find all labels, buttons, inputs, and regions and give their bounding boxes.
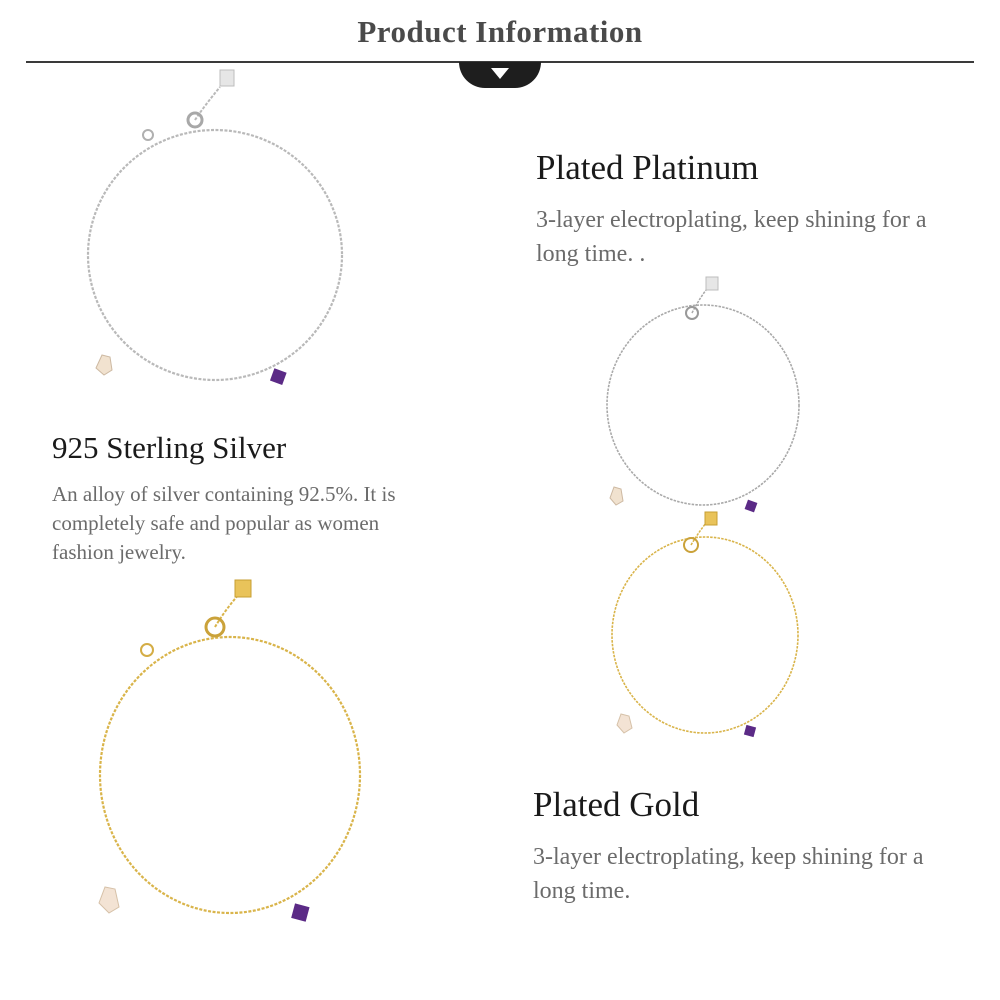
platinum-description: 3-layer electroplating, keep shining for… [536, 207, 927, 267]
page-title: Product Information [357, 14, 643, 49]
silver-description: An alloy of silver containing 92.5%. It … [52, 482, 396, 564]
platinum-bracelet-image [606, 276, 800, 513]
silver-title: 925 Sterling Silver [52, 430, 287, 465]
gold-bracelet-image [98, 579, 362, 922]
silver-bracelet-image [86, 69, 344, 385]
chevron-down-icon [491, 68, 509, 79]
gold-plated-bracelet-image [611, 511, 799, 738]
gold-title: Plated Gold [533, 785, 700, 824]
gold-description: 3-layer electroplating, keep shining for… [533, 844, 924, 904]
platinum-title: Plated Platinum [536, 148, 759, 187]
